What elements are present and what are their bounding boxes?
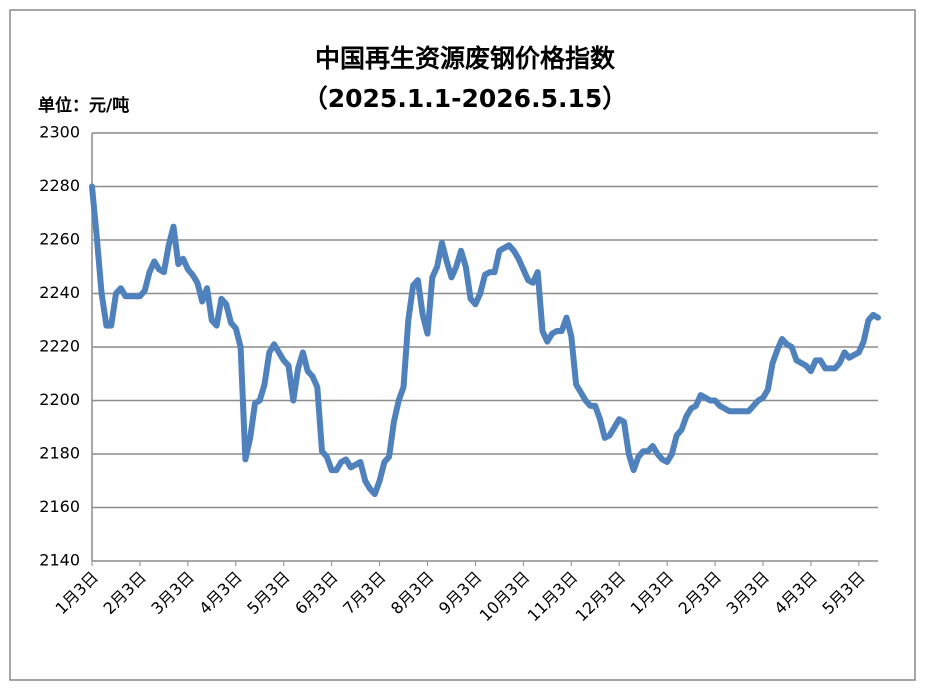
y-tick-label: 2140 <box>39 551 80 570</box>
y-tick-label: 2180 <box>39 444 80 463</box>
chart-title: 中国再生资源废钢价格指数 <box>315 44 616 73</box>
chart-subtitle: （2025.1.1-2026.5.15） <box>303 84 628 113</box>
y-tick-label: 2300 <box>39 123 80 142</box>
y-tick-label: 2200 <box>39 390 80 409</box>
data-line <box>89 183 881 498</box>
chart-frame <box>9 9 916 681</box>
y-tick-label: 2240 <box>39 283 80 302</box>
y-axis-label: 单位：元/吨 <box>38 95 129 116</box>
y-tick-label: 2160 <box>39 497 80 516</box>
y-tick-label: 2280 <box>39 176 80 195</box>
y-tick-label: 2220 <box>39 337 80 356</box>
y-tick-label: 2260 <box>39 230 80 249</box>
